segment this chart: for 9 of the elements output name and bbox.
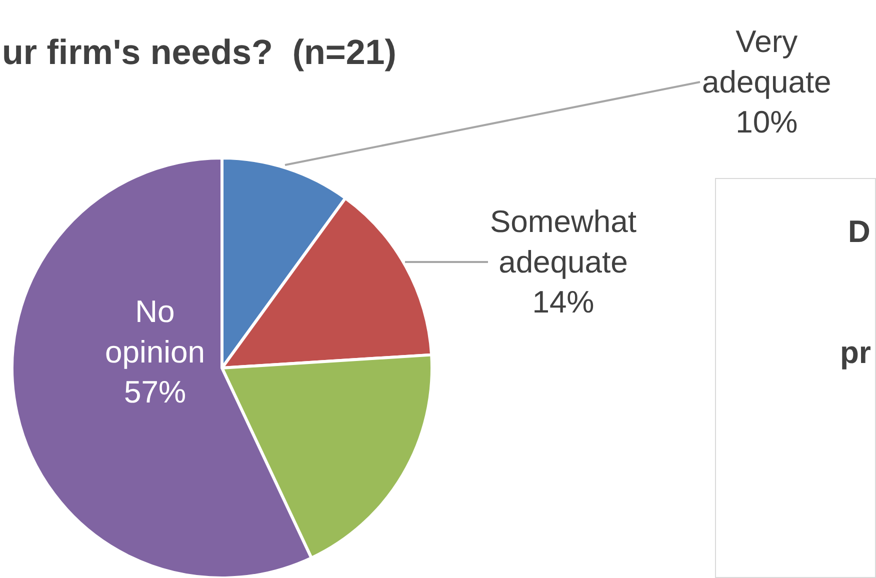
text: pr	[840, 335, 871, 370]
chart-title: ur firm's needs? (n=21)	[2, 33, 396, 72]
slice-label: No opinion	[105, 294, 205, 370]
slice-label: Somewhat adequate	[490, 204, 637, 280]
data-label: 57%	[124, 374, 186, 410]
slice-label: Very adequate	[702, 24, 832, 100]
data-label: 14%	[532, 284, 594, 320]
text: D	[848, 214, 870, 249]
data-label: 10%	[736, 104, 798, 140]
